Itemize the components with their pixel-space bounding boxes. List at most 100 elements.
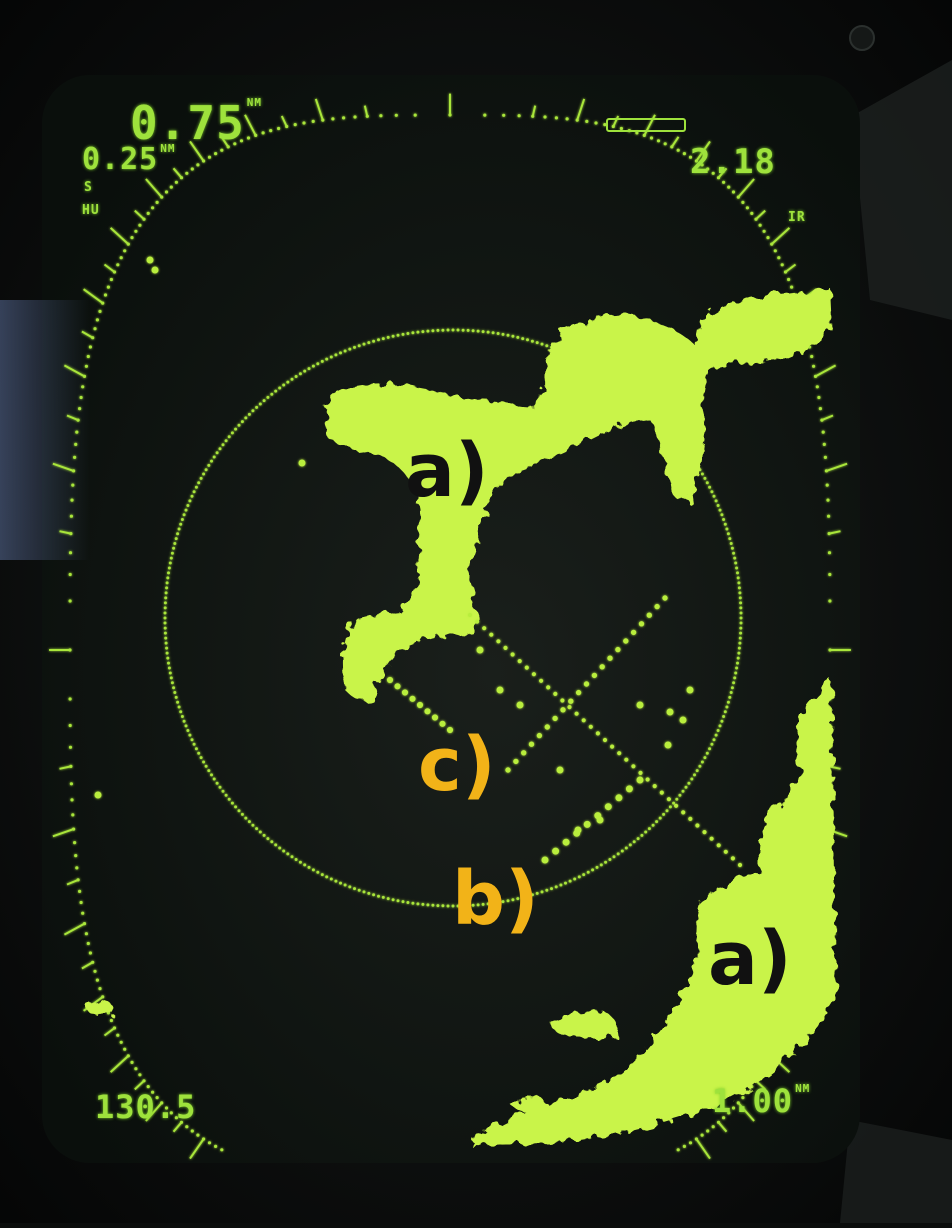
scale-dot	[745, 1090, 750, 1094]
range-ring-dot	[204, 764, 208, 768]
range-ring-dot	[266, 837, 270, 841]
scale-tick	[280, 115, 288, 127]
range-ring-dot	[282, 849, 286, 853]
range-ring-dot	[716, 729, 720, 732]
range-ring-dot	[486, 902, 490, 906]
target-track-dot	[513, 758, 519, 765]
range-ring-dot	[357, 888, 361, 892]
scale-tick	[83, 288, 104, 304]
top-right-readout: 2.18	[690, 142, 776, 182]
ebl-dot	[624, 757, 629, 762]
scale-tick	[717, 167, 728, 179]
range-ring-dot	[386, 897, 390, 901]
scale-dot	[741, 1096, 745, 1100]
range-ring-dot	[736, 656, 740, 660]
range-ring-dot	[441, 904, 445, 908]
scale-dot	[827, 551, 832, 555]
range-ring-dot	[184, 724, 188, 728]
range-ring-dot	[624, 846, 628, 850]
range-ring-dot	[255, 405, 259, 409]
range-ring-dot	[270, 392, 274, 396]
scale-tick	[695, 1138, 711, 1160]
target-track-dot	[505, 767, 511, 773]
range-ring-dot	[636, 837, 640, 841]
range-ring-dot	[165, 581, 169, 585]
land-echoes	[87, 288, 836, 1146]
range-ring-dot	[733, 556, 737, 560]
range-ring-dot	[739, 601, 743, 605]
range-ring-dot	[723, 522, 727, 526]
echo-upper-land	[324, 288, 832, 702]
scale-dot	[84, 932, 88, 936]
scale-dot	[138, 1073, 142, 1077]
range-ring-dot	[456, 904, 460, 908]
range-ring-dot	[188, 733, 192, 737]
scale-dot	[766, 236, 770, 240]
scale-dot	[174, 1116, 178, 1120]
scale-dot	[68, 551, 73, 555]
scale-dot	[353, 115, 357, 119]
scale-tick	[784, 263, 797, 273]
target-track-dot	[638, 621, 645, 627]
range-ring-dot	[608, 858, 612, 861]
target-echo	[596, 816, 604, 824]
scale-tick	[670, 136, 680, 148]
target-track-dot	[623, 638, 629, 644]
scale-dot	[68, 572, 72, 577]
scale-dot	[81, 385, 85, 389]
range-ring-dot	[737, 581, 741, 585]
scale-dot	[123, 249, 127, 253]
range-ring-dot	[421, 330, 425, 334]
scale-tick	[244, 114, 257, 136]
scale-dot	[594, 121, 598, 125]
range-ring-dot	[734, 561, 738, 565]
scale-dot	[762, 229, 766, 233]
range-ring-dot	[372, 893, 376, 897]
scale-dot	[116, 1033, 120, 1037]
range-ring-dot	[718, 508, 722, 512]
scale-tick	[828, 530, 841, 535]
range-ring-dot	[197, 481, 201, 485]
scale-dot	[700, 1133, 704, 1137]
scale-dot	[73, 841, 77, 845]
ebl-dot	[567, 705, 572, 710]
ebl-dot	[688, 816, 693, 822]
range-ring-dot	[668, 805, 672, 809]
scale-dot	[413, 113, 417, 117]
range-major-value: 0.75	[130, 96, 245, 150]
target-track-dot	[625, 785, 633, 793]
annotation-a-lower: a)	[708, 916, 792, 1002]
scale-dot	[155, 200, 159, 204]
range-ring-dot	[501, 332, 505, 336]
range-ring-dot	[169, 556, 173, 560]
range-ring-dot	[168, 671, 172, 675]
range-ring-dot	[491, 901, 495, 905]
range-ring-dot	[738, 636, 742, 640]
range-ring-dot	[270, 840, 274, 844]
scale-tick	[826, 462, 848, 472]
range-ring-dot	[234, 805, 238, 809]
range-ring-dot	[343, 883, 347, 887]
range-ring-dot	[166, 656, 170, 660]
range-ring-dot	[266, 395, 270, 399]
range-ring-dot	[247, 820, 251, 824]
ebl-dot	[546, 685, 551, 690]
range-ring-dot	[582, 873, 586, 877]
range-ring-dot	[381, 895, 385, 899]
range-ring-dot	[179, 522, 183, 526]
range-ring-dot	[320, 359, 324, 363]
scale-dot	[731, 1106, 736, 1110]
target-track-dot	[446, 726, 454, 734]
range-ring-dot	[164, 591, 168, 595]
target-track-dot	[599, 664, 605, 670]
bottom-right-value: 1.00	[712, 1082, 794, 1120]
range-ring-dot	[726, 532, 730, 536]
target-track-dot	[615, 646, 621, 653]
scale-dot	[554, 116, 559, 120]
range-ring-dot	[311, 868, 315, 872]
target-echo	[516, 701, 524, 709]
scale-tick	[81, 330, 94, 339]
range-ring-dot	[526, 338, 529, 342]
scale-tick	[815, 364, 837, 378]
